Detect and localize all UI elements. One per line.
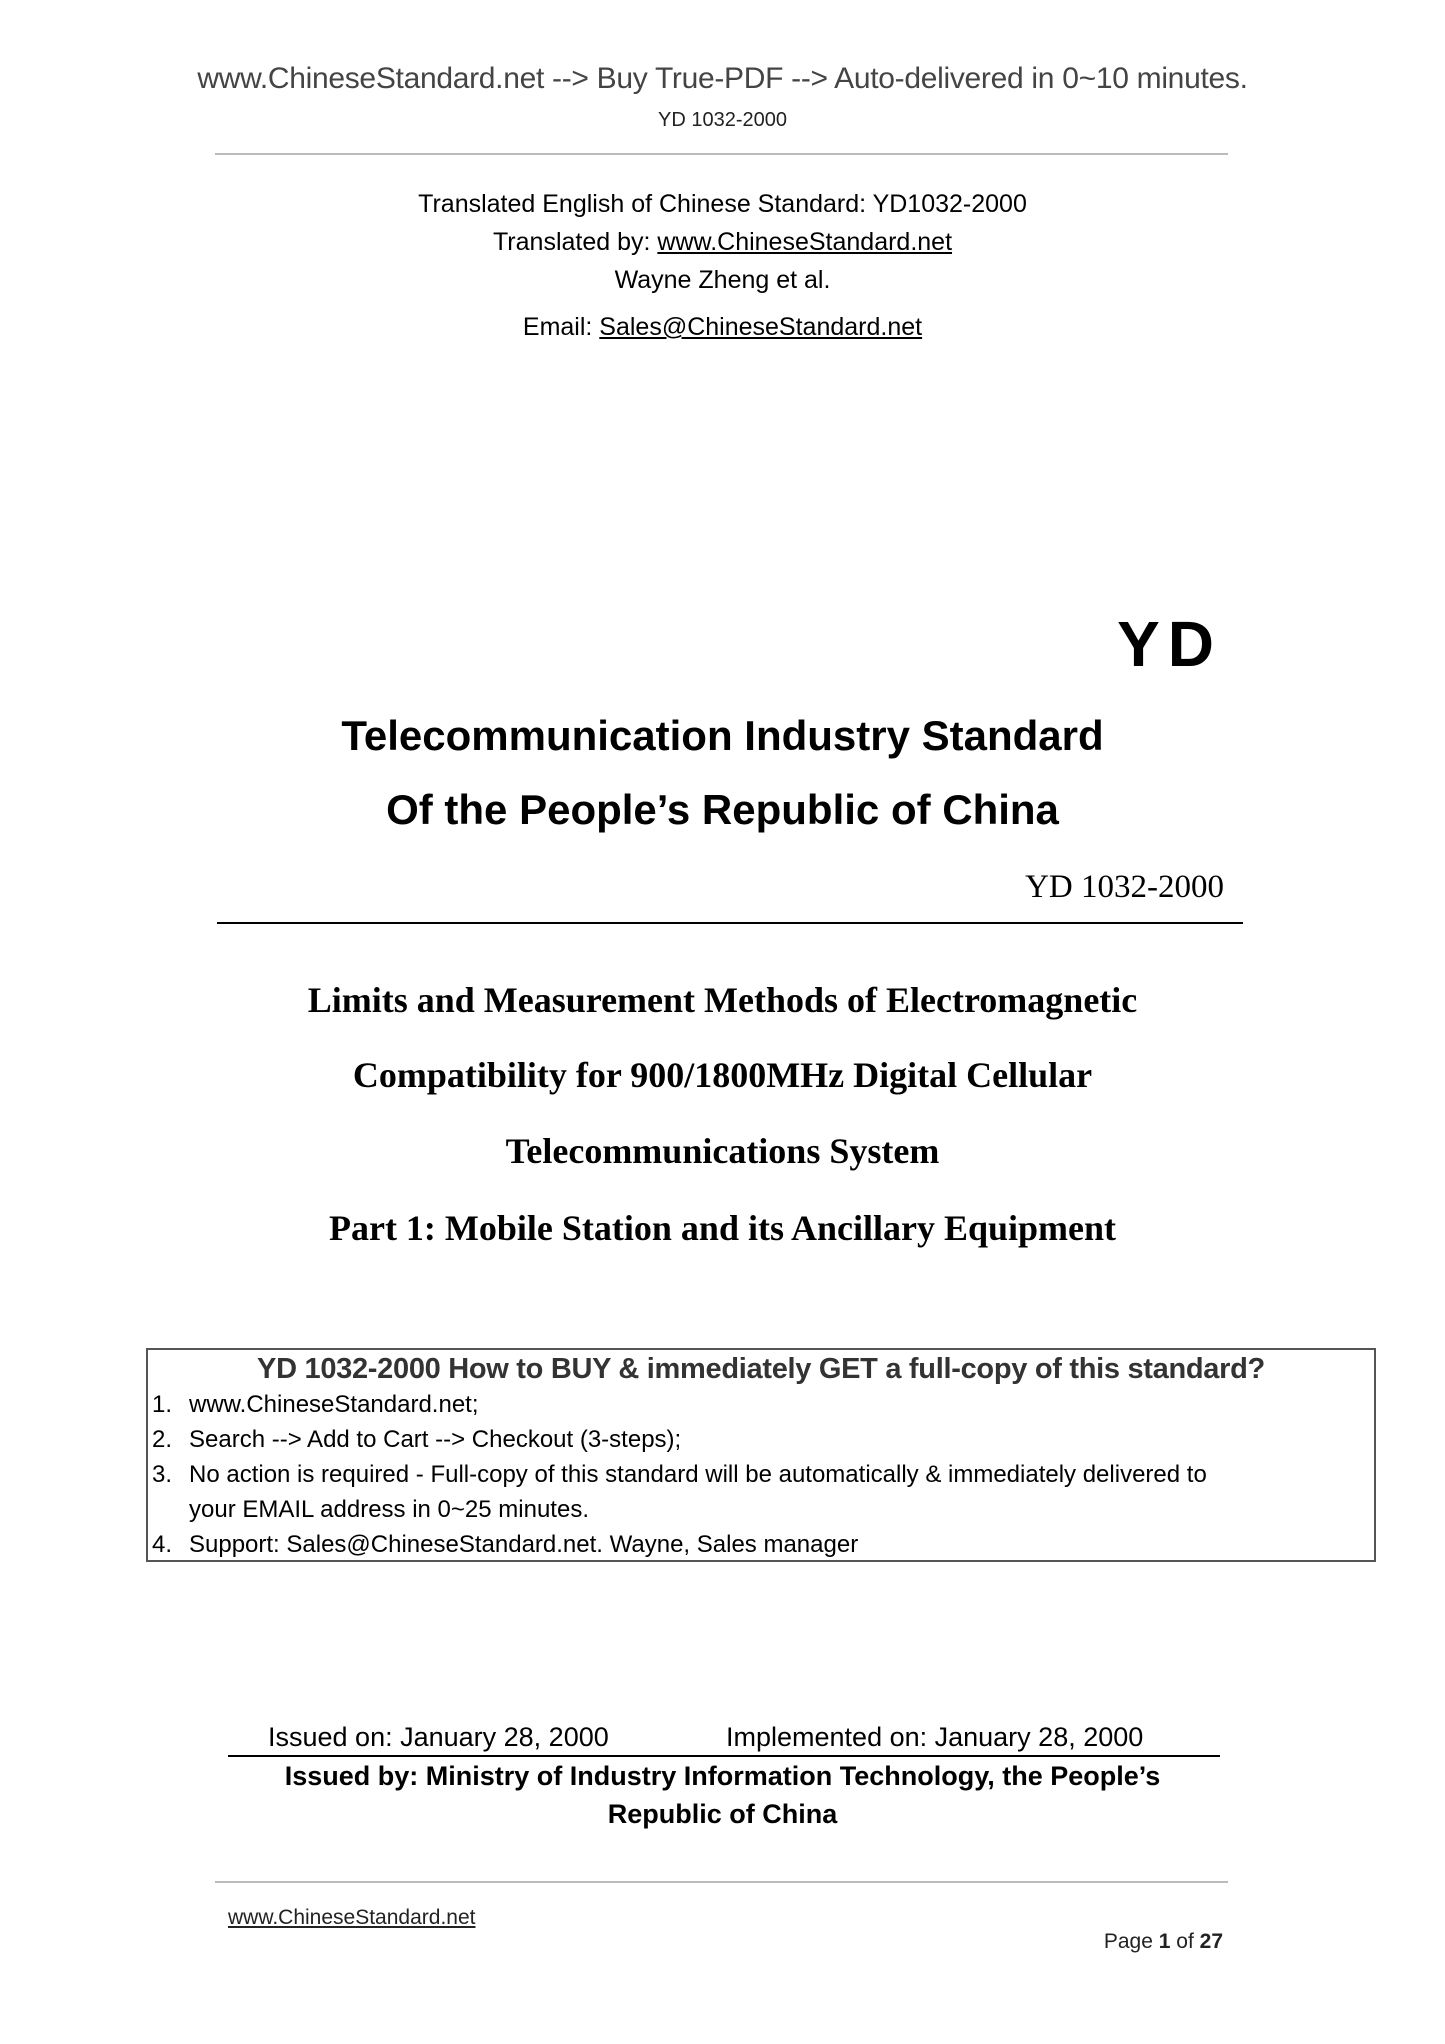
- page-of: of: [1170, 1930, 1200, 1953]
- standard-number: YD 1032-2000: [1025, 869, 1224, 905]
- issued-on: Issued on: January 28, 2000: [268, 1722, 609, 1752]
- buy-step: 2. Search --> Add to Cart --> Checkout (3…: [152, 1425, 681, 1455]
- footer-site-link[interactable]: www.ChineseStandard.net: [228, 1906, 476, 1929]
- buy-instructions-box: YD 1032-2000 How to BUY & immediately GE…: [146, 1348, 1376, 1562]
- step-text: Search --> Add to Cart --> Checkout (3-s…: [189, 1426, 682, 1453]
- buy-box-title: YD 1032-2000 How to BUY & immediately GE…: [257, 1353, 1265, 1385]
- translated-by-label: Translated by:: [492, 228, 658, 256]
- buy-step: 1. www.ChineseStandard.net;: [152, 1390, 479, 1420]
- step-number: 4.: [152, 1531, 173, 1558]
- issued-by-line1: Issued by: Ministry of Industry Informat…: [284, 1761, 1161, 1791]
- cover-title-line1: Telecommunication Industry Standard: [341, 712, 1104, 759]
- step-text: No action is required - Full-copy of thi…: [189, 1461, 1207, 1488]
- buy-step: 3. No action is required - Full-copy of t…: [152, 1460, 1207, 1490]
- header-banner: www.ChineseStandard.net --> Buy True-PDF…: [197, 62, 1248, 95]
- subtitle-line: Compatibility for 900/1800MHz Digital Ce…: [352, 1055, 1093, 1095]
- subtitle-line: Telecommunications System: [505, 1131, 940, 1171]
- cover-divider: [217, 922, 1243, 924]
- header-doc-code: YD 1032-2000: [658, 109, 787, 131]
- email-link[interactable]: Sales@ChineseStandard.net: [599, 313, 923, 341]
- step-number: 3.: [152, 1461, 173, 1488]
- standard-mark: YD: [1117, 608, 1222, 680]
- step-number: 2.: [152, 1426, 173, 1453]
- step-text: Support: Sales@ChineseStandard.net. Wayn…: [189, 1531, 859, 1558]
- footer-divider: [215, 1881, 1228, 1883]
- translated-by-link[interactable]: www.ChineseStandard.net: [657, 228, 953, 256]
- page-label: Page: [1103, 1930, 1159, 1953]
- page-indicator: Page 1 of 27: [1092, 1906, 1223, 1954]
- translation-line: Translated English of Chinese Standard: …: [418, 190, 1027, 218]
- subtitle-line: Part 1: Mobile Station and its Ancillary…: [328, 1208, 1117, 1248]
- buy-step: your EMAIL address in 0~25 minutes.: [152, 1495, 589, 1525]
- issue-divider: [228, 1755, 1220, 1757]
- step-text: your EMAIL address in 0~25 minutes.: [189, 1496, 589, 1523]
- step-number: 1.: [152, 1391, 173, 1418]
- translated-by: Translated by: www.ChineseStandard.net: [0, 228, 1445, 256]
- email-label: Email:: [522, 313, 600, 341]
- email: Email: Sales@ChineseStandard.net: [0, 313, 1445, 341]
- page-current: 1: [1158, 1930, 1171, 1953]
- implemented-on: Implemented on: January 28, 2000: [726, 1722, 1144, 1752]
- buy-step: 4. Support: Sales@ChineseStandard.net. Wa…: [152, 1530, 858, 1560]
- header-divider: [215, 153, 1228, 155]
- step-text: www.ChineseStandard.net;: [189, 1391, 479, 1418]
- page-total: 27: [1199, 1930, 1223, 1953]
- cover-title-line2: Of the People’s Republic of China: [386, 786, 1059, 833]
- author: Wayne Zheng et al.: [614, 266, 831, 294]
- issued-by-line2: Republic of China: [607, 1799, 838, 1829]
- subtitle-line: Limits and Measurement Methods of Electr…: [307, 980, 1138, 1020]
